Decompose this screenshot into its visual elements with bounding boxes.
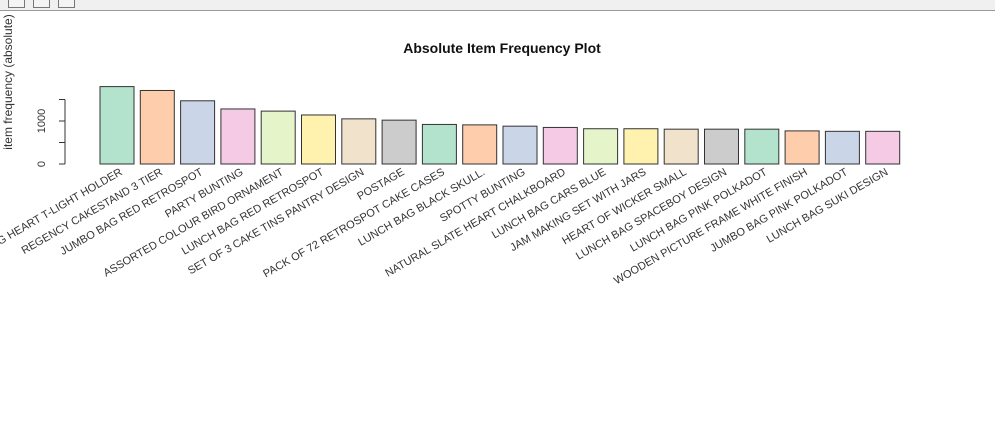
y-tick-label: 1000 xyxy=(36,109,48,133)
bar xyxy=(180,100,216,165)
bar xyxy=(381,119,417,165)
y-axis: 0 1000 xyxy=(36,99,66,167)
bar xyxy=(824,130,860,165)
bar xyxy=(220,108,256,165)
bar xyxy=(462,124,498,165)
bar xyxy=(260,110,296,165)
bar xyxy=(744,128,780,165)
y-axis-label: item frequency (absolute) xyxy=(1,14,15,149)
window-toolbar xyxy=(0,0,995,11)
bar xyxy=(502,125,538,165)
bar xyxy=(301,114,336,165)
x-tick-labels: WHITE HANGING HEART T-LIGHT HOLDERREGENC… xyxy=(0,166,890,288)
bar xyxy=(341,118,377,165)
bar xyxy=(542,126,578,165)
bar xyxy=(99,86,135,165)
chart-title: Absolute Item Frequency Plot xyxy=(403,40,601,56)
bar xyxy=(583,128,619,165)
bar xyxy=(663,128,699,165)
toolbar-button-2[interactable] xyxy=(33,0,50,8)
toolbar-button-3[interactable] xyxy=(58,0,75,8)
bar xyxy=(623,128,659,165)
bar xyxy=(421,123,457,165)
bars xyxy=(99,86,901,165)
bar xyxy=(784,130,820,165)
bar xyxy=(139,89,175,165)
toolbar-button-1[interactable] xyxy=(8,0,25,8)
bar xyxy=(865,130,901,165)
bar xyxy=(704,128,739,165)
y-tick-label: 0 xyxy=(36,161,48,167)
